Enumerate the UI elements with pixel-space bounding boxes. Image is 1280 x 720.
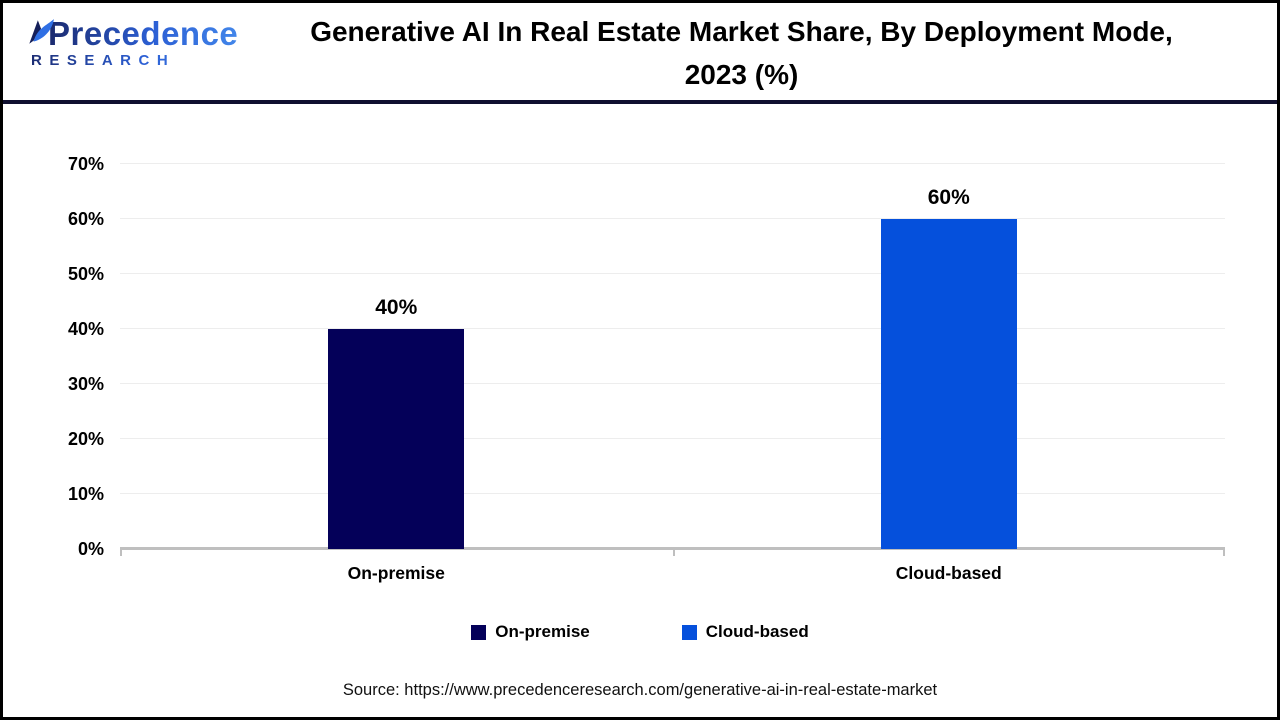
axis-tick xyxy=(672,549,675,556)
x-axis-category-label: On-premise xyxy=(347,563,445,583)
brand-wordmark: Precedence xyxy=(25,17,238,50)
gridline xyxy=(120,383,1225,384)
chart-title: Generative AI In Real Estate Market Shar… xyxy=(218,10,1265,96)
y-axis-tick-label: 50% xyxy=(67,264,104,284)
legend: On-premise Cloud-based xyxy=(3,622,1277,642)
chart-title-line-1: Generative AI In Real Estate Market Shar… xyxy=(310,16,1173,47)
source-text: Source: https://www.precedenceresearch.c… xyxy=(342,681,938,699)
gridline xyxy=(120,273,1225,274)
x-axis-line xyxy=(120,547,1225,550)
data-label: 60% xyxy=(927,186,970,209)
y-axis-tick-label: 40% xyxy=(67,319,104,339)
bar-on-premise xyxy=(328,329,465,549)
gridline xyxy=(120,328,1225,329)
axis-tick xyxy=(1223,549,1225,556)
gridline xyxy=(120,438,1225,439)
brand-name: Precedence xyxy=(48,15,239,52)
precedence-research-logo: Precedence RESEARCH xyxy=(25,17,238,68)
y-axis-tick-label: 10% xyxy=(67,484,104,504)
legend-item: Cloud-based xyxy=(681,622,809,642)
y-axis-tick-label: 70% xyxy=(67,154,104,174)
brand-subtitle: RESEARCH xyxy=(25,53,238,68)
legend-swatch xyxy=(471,624,487,640)
y-axis-tick-label: 30% xyxy=(67,374,104,394)
gridline xyxy=(120,218,1225,219)
x-axis-category-labels: On-premise Cloud-based xyxy=(120,563,1225,589)
legend-item: On-premise xyxy=(471,622,590,642)
legend-label: Cloud-based xyxy=(705,622,809,641)
y-axis-labels: 0% 10% 20% 30% 40% 50% 60% 70% xyxy=(3,154,104,559)
chart-title-line-2: 2023 (%) xyxy=(684,59,799,90)
legend-label: On-premise xyxy=(495,622,590,641)
axis-tick xyxy=(120,549,122,556)
data-label: 40% xyxy=(375,296,418,319)
y-axis-tick-label: 60% xyxy=(67,209,104,229)
leaf-icon xyxy=(29,19,54,44)
x-axis-category-label: Cloud-based xyxy=(895,563,1002,583)
gridline xyxy=(120,493,1225,494)
y-axis-tick-label: 20% xyxy=(67,429,104,449)
bar-cloud-based xyxy=(880,219,1017,549)
gridline xyxy=(120,163,1225,164)
y-axis-tick-label: 0% xyxy=(77,539,104,559)
legend-swatch xyxy=(681,624,697,640)
plot-area: 40% 60% xyxy=(120,163,1225,556)
header: Precedence RESEARCH Generative AI In Rea… xyxy=(3,3,1277,104)
